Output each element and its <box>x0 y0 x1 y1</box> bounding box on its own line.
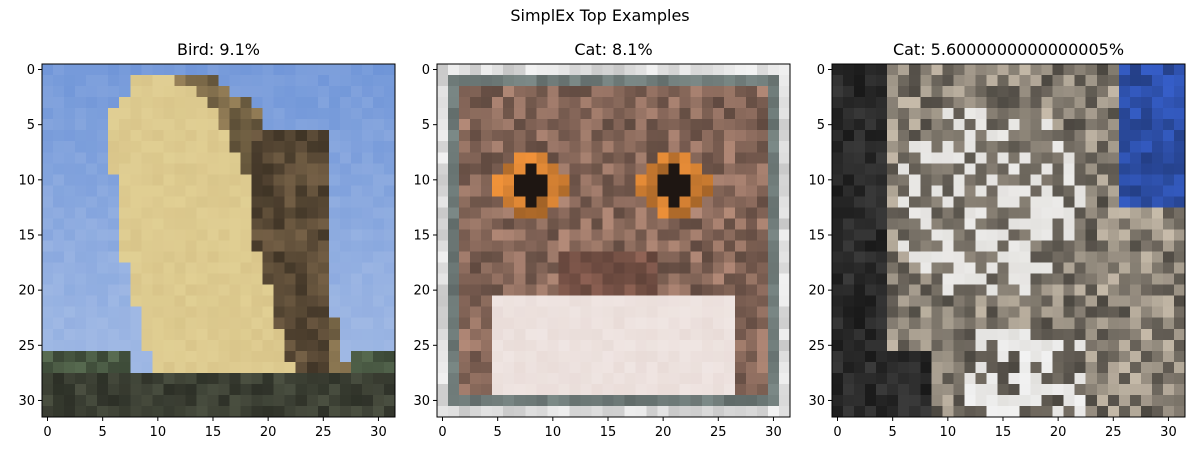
y-tick-label: 10 <box>18 173 35 188</box>
y-tick-label: 25 <box>18 339 35 354</box>
x-tick-label: 25 <box>315 425 332 440</box>
y-tick-label: 5 <box>817 118 825 133</box>
y-tick-label: 10 <box>413 173 430 188</box>
y-tick-label: 10 <box>808 173 825 188</box>
axes-frame-3 <box>831 63 1186 418</box>
y-tick-label: 0 <box>422 63 430 78</box>
y-tick-label: 20 <box>808 284 825 299</box>
x-tick-label: 5 <box>99 425 107 440</box>
y-tick-label: 30 <box>808 394 825 409</box>
x-tick-label: 15 <box>205 425 222 440</box>
x-tick-label: 0 <box>438 425 446 440</box>
x-tick-label: 15 <box>600 425 617 440</box>
axes-frame-1 <box>41 63 396 418</box>
x-tick-label: 15 <box>995 425 1012 440</box>
y-tick-label: 25 <box>413 339 430 354</box>
y-tick-label: 20 <box>18 284 35 299</box>
x-tick-label: 5 <box>494 425 502 440</box>
x-tick-label: 30 <box>1160 425 1177 440</box>
y-tick-label: 30 <box>18 394 35 409</box>
image-panel-1 <box>42 64 396 418</box>
image-panel-2 <box>437 64 791 418</box>
x-tick-label: 30 <box>765 425 782 440</box>
y-tick-label: 15 <box>808 228 825 243</box>
y-tick-label: 30 <box>413 394 430 409</box>
panel-title-3: Cat: 5.6000000000000005% <box>893 40 1124 59</box>
y-tick-label: 15 <box>18 228 35 243</box>
panel-title-2: Cat: 8.1% <box>574 40 652 59</box>
image-panel-3 <box>832 64 1186 418</box>
y-tick-label: 0 <box>817 63 825 78</box>
x-tick-label: 5 <box>889 425 897 440</box>
y-tick-label: 25 <box>808 339 825 354</box>
y-tick-label: 15 <box>413 228 430 243</box>
x-tick-label: 10 <box>150 425 167 440</box>
x-tick-label: 20 <box>655 425 672 440</box>
x-tick-label: 10 <box>940 425 957 440</box>
x-tick-label: 25 <box>1105 425 1122 440</box>
x-tick-label: 20 <box>260 425 277 440</box>
y-tick-label: 0 <box>27 63 35 78</box>
x-tick-label: 0 <box>43 425 51 440</box>
x-tick-label: 10 <box>545 425 562 440</box>
y-tick-label: 5 <box>27 118 35 133</box>
x-tick-label: 25 <box>710 425 727 440</box>
y-tick-label: 5 <box>422 118 430 133</box>
x-tick-label: 20 <box>1050 425 1067 440</box>
y-tick-label: 20 <box>413 284 430 299</box>
axes-frame-2 <box>436 63 791 418</box>
figure-suptitle: SimplEx Top Examples <box>510 6 690 25</box>
x-tick-label: 0 <box>833 425 841 440</box>
x-tick-label: 30 <box>370 425 387 440</box>
panel-title-1: Bird: 9.1% <box>177 40 260 59</box>
